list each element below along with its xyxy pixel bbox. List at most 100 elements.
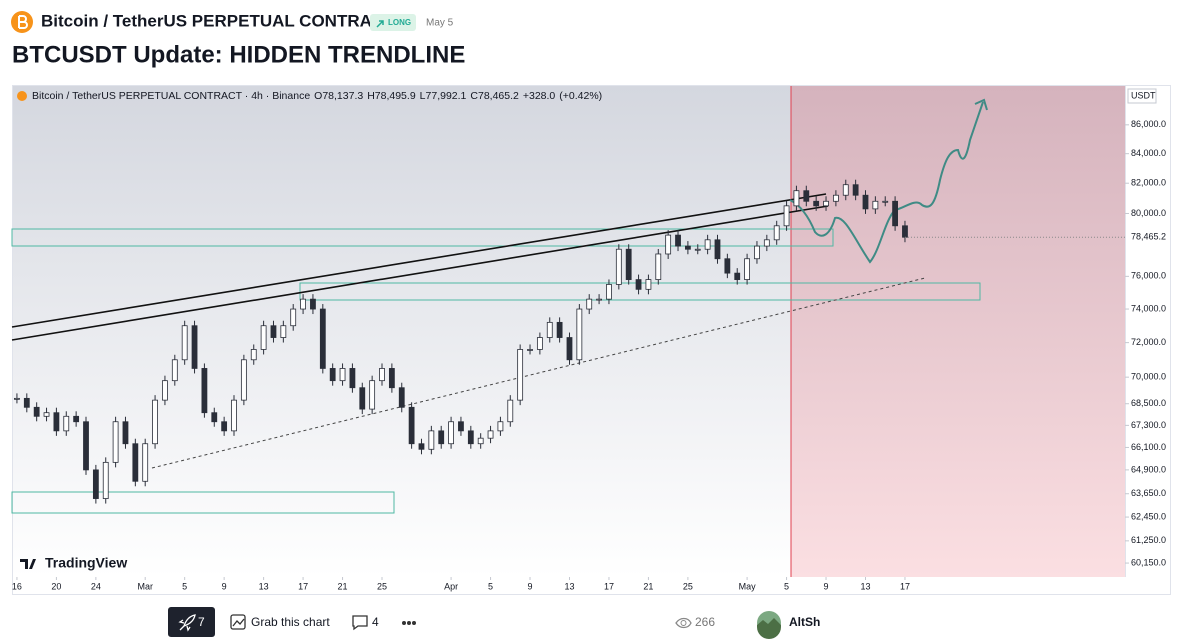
x-tick-label: 9: [528, 581, 533, 591]
x-tick-label: 5: [182, 581, 187, 591]
candle: [872, 200, 879, 210]
candle: [408, 406, 415, 445]
candle: [813, 200, 820, 207]
y-tick-label: 61,250.0: [1131, 535, 1166, 545]
candle: [211, 412, 218, 423]
legend-icon: [17, 91, 27, 101]
candle: [734, 272, 741, 280]
candle: [892, 200, 898, 227]
comments: 4: [372, 615, 379, 629]
author[interactable]: AltSh: [789, 615, 820, 629]
y-tick-label: 82,000.0: [1131, 178, 1166, 188]
candle: [783, 205, 790, 227]
candle: [122, 421, 129, 445]
legend: Bitcoin / TetherUS PERPETUAL CONTRACT · …: [32, 90, 602, 102]
grab-icon[interactable]: [230, 614, 246, 630]
candle: [448, 421, 454, 445]
x-tick-label: May: [739, 581, 757, 591]
candle: [73, 415, 80, 423]
title: BTCUSDT Update: HIDDEN TRENDLINE: [12, 41, 465, 68]
candle: [497, 421, 504, 432]
candle: [536, 337, 543, 350]
x-tick-label: 5: [488, 581, 493, 591]
y-tick-label: 60,150.0: [1131, 557, 1166, 567]
views-icon: [675, 617, 692, 629]
legend-value: L77,992.1: [420, 90, 467, 102]
y-tick-label: 66,100.0: [1131, 442, 1166, 452]
candle: [882, 200, 889, 203]
candle: [566, 337, 573, 361]
candle: [517, 349, 524, 401]
x-tick-label: 9: [824, 581, 829, 591]
candle: [754, 245, 760, 260]
candle: [171, 359, 178, 382]
candle: [260, 325, 267, 350]
x-tick-label: 17: [298, 581, 308, 591]
unit: USDT: [1131, 90, 1156, 100]
x-tick-label: 24: [91, 581, 101, 591]
candle: [438, 430, 445, 445]
candle: [270, 325, 277, 338]
candle: [162, 380, 168, 401]
candle: [606, 284, 612, 300]
candle: [310, 298, 316, 310]
y-tick-label: 68,500.0: [1131, 398, 1166, 408]
comment-icon[interactable]: [352, 615, 368, 631]
candle: [92, 469, 99, 499]
candle: [487, 430, 494, 439]
candle: [102, 461, 109, 499]
y-tick-label: 67,300.0: [1131, 420, 1166, 430]
symbol[interactable]: Bitcoin / TetherUS PERPETUAL CONTRACT: [41, 11, 395, 30]
y-tick-label: 64,900.0: [1131, 464, 1166, 474]
x-tick-label: 13: [259, 581, 269, 591]
candle: [596, 298, 602, 301]
candle: [14, 397, 20, 400]
legend-text: Bitcoin / TetherUS PERPETUAL CONTRACT · …: [32, 90, 310, 102]
rocket-icon: [178, 614, 196, 632]
x-tick-label: 20: [51, 581, 61, 591]
candle: [665, 234, 672, 255]
candle: [329, 368, 336, 382]
y-tick-label: 86,000.0: [1131, 119, 1166, 129]
date: May 5: [426, 18, 454, 29]
legend-value: O78,137.3: [314, 90, 363, 102]
badge: [370, 14, 416, 31]
x-tick-label: 13: [860, 581, 870, 591]
candle: [655, 253, 662, 280]
x-tick-label: 25: [377, 581, 387, 591]
candle: [300, 298, 306, 310]
candle: [418, 443, 425, 450]
last-price-tag: [1126, 230, 1170, 245]
x-tick-label: 21: [338, 581, 348, 591]
x-tick-label: Apr: [444, 581, 458, 591]
x-tick-label: 17: [604, 581, 614, 591]
avatar-image: [757, 618, 781, 639]
views-icon-pupil: [680, 620, 687, 626]
candle: [902, 225, 908, 238]
candle: [191, 325, 198, 369]
candle: [763, 239, 770, 247]
zone-box: [11, 228, 834, 247]
boosts: 7: [198, 615, 205, 629]
y-tick-label: 70,000.0: [1131, 372, 1166, 382]
legend-value: (+0.42%): [559, 90, 602, 102]
candle: [704, 239, 711, 250]
candle: [388, 368, 395, 389]
candle: [250, 349, 257, 361]
x-tick-label: 5: [784, 581, 789, 591]
brand: TradingView: [45, 555, 127, 571]
candle: [625, 248, 632, 280]
x-tick-label: 17: [900, 581, 910, 591]
more-button[interactable]: [402, 621, 416, 625]
candle: [507, 399, 514, 423]
candle: [467, 430, 474, 445]
future-zone: [791, 86, 1125, 577]
y-tick-label: 62,450.0: [1131, 511, 1166, 521]
zone-box: [11, 491, 395, 514]
grab-chart[interactable]: Grab this chart: [251, 615, 330, 629]
candle: [832, 194, 839, 202]
badge-label: LONG: [388, 18, 411, 27]
candle: [83, 421, 89, 471]
candle: [53, 412, 60, 432]
candle: [181, 325, 188, 361]
